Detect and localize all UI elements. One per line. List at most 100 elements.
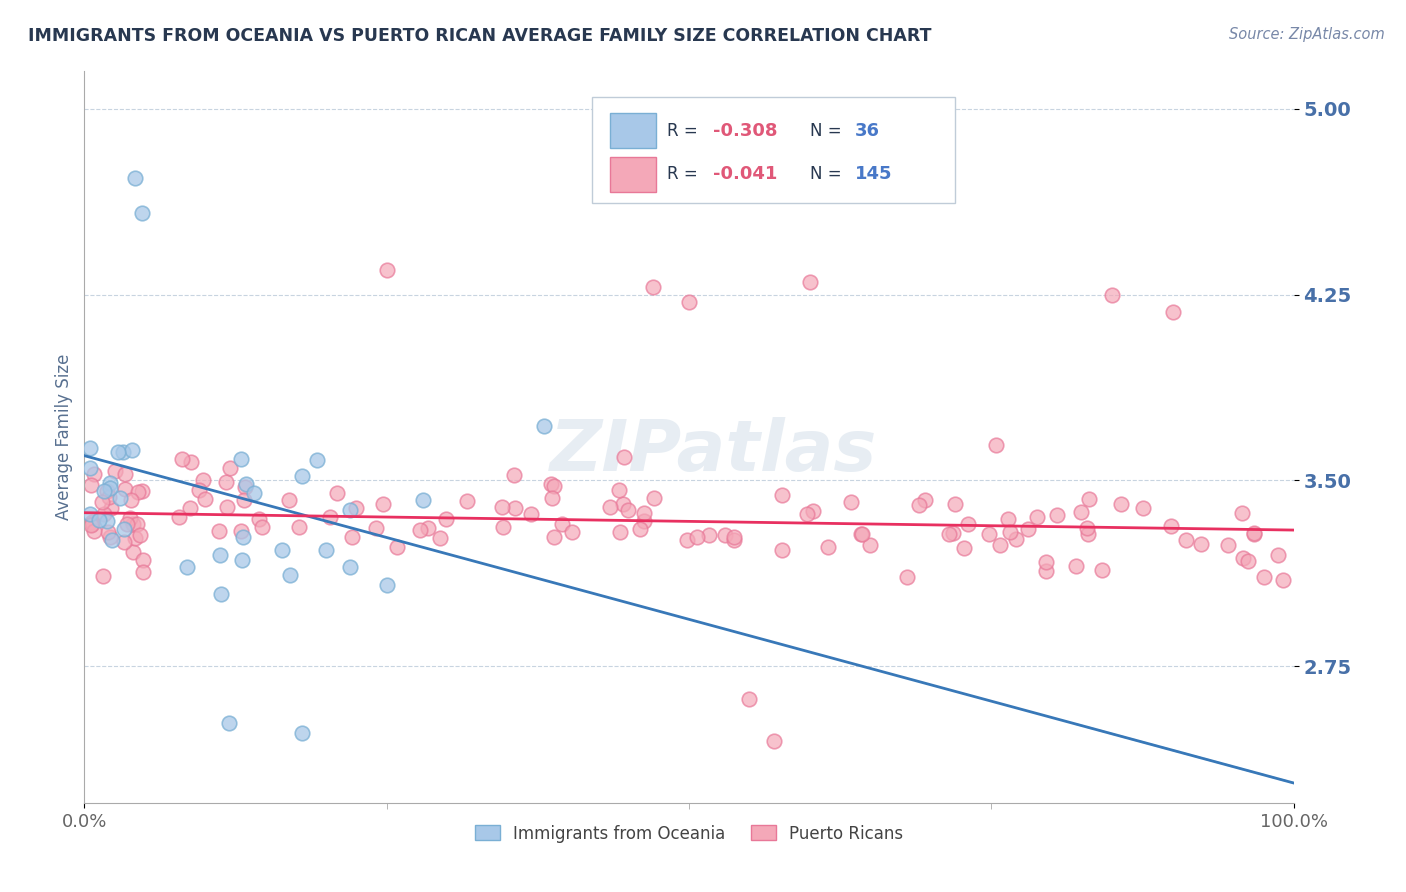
Point	[1267, 548, 1289, 562]
Point	[543, 479, 565, 493]
Point	[599, 500, 621, 515]
Point	[111, 445, 134, 459]
Point	[100, 501, 122, 516]
Point	[914, 492, 936, 507]
Y-axis label: Average Family Size: Average Family Size	[55, 354, 73, 520]
Point	[79, 461, 101, 475]
Point	[977, 527, 1000, 541]
Point	[98, 475, 121, 490]
Point	[291, 468, 314, 483]
Point	[609, 525, 631, 540]
Point	[409, 523, 432, 537]
Point	[1005, 532, 1028, 546]
Text: -0.308: -0.308	[713, 121, 778, 140]
Point	[98, 491, 121, 505]
Point	[1066, 558, 1088, 573]
Point	[801, 504, 824, 518]
Point	[82, 517, 104, 532]
Point	[169, 509, 191, 524]
Point	[180, 455, 202, 469]
Text: N =: N =	[810, 166, 841, 184]
Point	[1243, 526, 1265, 541]
Point	[1078, 492, 1101, 507]
Point	[1230, 506, 1253, 520]
Point	[616, 502, 638, 516]
Point	[288, 519, 311, 533]
Point	[412, 493, 434, 508]
Point	[1237, 553, 1260, 567]
Point	[633, 506, 655, 520]
Text: IMMIGRANTS FROM OCEANIA VS PUERTO RICAN AVERAGE FAMILY SIZE CORRELATION CHART: IMMIGRANTS FROM OCEANIA VS PUERTO RICAN …	[28, 27, 932, 45]
Point	[278, 567, 301, 582]
Point	[541, 491, 564, 505]
Point	[1272, 573, 1295, 587]
Text: Source: ZipAtlas.com: Source: ZipAtlas.com	[1229, 27, 1385, 42]
Point	[1077, 526, 1099, 541]
Point	[233, 480, 256, 494]
Point	[79, 507, 101, 521]
Point	[713, 528, 735, 542]
Point	[643, 491, 665, 506]
Point	[492, 520, 515, 534]
Point	[1076, 521, 1098, 535]
Bar	[610, 157, 657, 192]
Point	[132, 566, 155, 580]
Point	[628, 523, 651, 537]
Point	[849, 526, 872, 541]
Point	[1017, 522, 1039, 536]
Point	[96, 483, 118, 498]
Point	[375, 262, 398, 277]
Point	[956, 516, 979, 531]
Point	[98, 530, 121, 544]
Point	[125, 517, 148, 532]
Point	[121, 545, 143, 559]
Point	[91, 569, 114, 583]
Point	[121, 517, 143, 532]
Point	[1132, 501, 1154, 516]
Point	[218, 716, 240, 731]
Point	[1035, 555, 1057, 569]
Point	[491, 500, 513, 514]
Point	[385, 540, 408, 554]
Point	[215, 500, 238, 514]
Point	[291, 726, 314, 740]
Point	[738, 691, 761, 706]
Point	[942, 526, 965, 541]
Point	[1161, 305, 1184, 319]
Point	[176, 560, 198, 574]
Point	[108, 491, 131, 505]
Point	[307, 453, 329, 467]
Point	[851, 527, 873, 541]
Point	[1253, 570, 1275, 584]
Point	[114, 483, 136, 497]
Point	[91, 494, 114, 508]
Point	[209, 587, 232, 601]
Point	[434, 512, 457, 526]
Point	[93, 483, 115, 498]
Point	[96, 514, 118, 528]
Point	[252, 520, 274, 534]
Point	[277, 493, 299, 508]
Point	[271, 543, 294, 558]
Point	[112, 522, 135, 536]
Point	[124, 171, 146, 186]
Point	[219, 460, 242, 475]
Point	[416, 521, 439, 535]
Point	[232, 530, 254, 544]
Point	[83, 467, 105, 482]
Point	[339, 503, 361, 517]
Point	[191, 473, 214, 487]
Point	[242, 486, 264, 500]
FancyBboxPatch shape	[592, 97, 955, 203]
Point	[1232, 550, 1254, 565]
Point	[943, 497, 966, 511]
Text: 145: 145	[855, 166, 891, 184]
Point	[124, 531, 146, 545]
Point	[107, 445, 129, 459]
Point	[247, 512, 270, 526]
Point	[319, 510, 342, 524]
Point	[607, 483, 630, 497]
Point	[325, 486, 347, 500]
Point	[1091, 563, 1114, 577]
Text: R =: R =	[668, 166, 703, 184]
